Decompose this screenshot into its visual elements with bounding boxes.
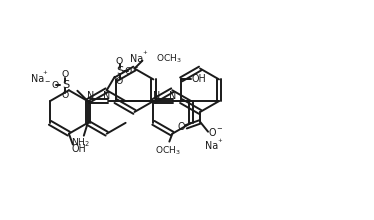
Text: O: O	[62, 70, 69, 79]
Text: $^-$O: $^-$O	[43, 79, 60, 90]
Text: N: N	[169, 91, 176, 101]
Text: Na: Na	[205, 141, 219, 150]
Text: O$^-$: O$^-$	[208, 126, 224, 138]
Text: O: O	[116, 77, 123, 86]
Text: Na: Na	[31, 74, 44, 84]
Text: O$^-$: O$^-$	[124, 65, 139, 76]
Text: OH: OH	[192, 74, 206, 84]
Text: OCH$_3$: OCH$_3$	[156, 144, 181, 157]
Text: $^+$: $^+$	[216, 137, 224, 146]
Text: N: N	[153, 91, 160, 101]
Text: N: N	[87, 91, 94, 101]
Text: O: O	[116, 57, 123, 66]
Text: OH: OH	[71, 145, 86, 154]
Text: Na: Na	[130, 54, 143, 64]
Text: OCH$_3$: OCH$_3$	[156, 52, 182, 65]
Text: NH$_2$: NH$_2$	[71, 136, 91, 149]
Text: O: O	[178, 122, 185, 132]
Text: O: O	[62, 91, 69, 100]
Text: N: N	[103, 91, 110, 101]
Text: $^+$: $^+$	[141, 50, 148, 59]
Text: S: S	[62, 80, 69, 90]
Text: S: S	[116, 66, 123, 76]
Text: $^+$: $^+$	[41, 70, 48, 79]
